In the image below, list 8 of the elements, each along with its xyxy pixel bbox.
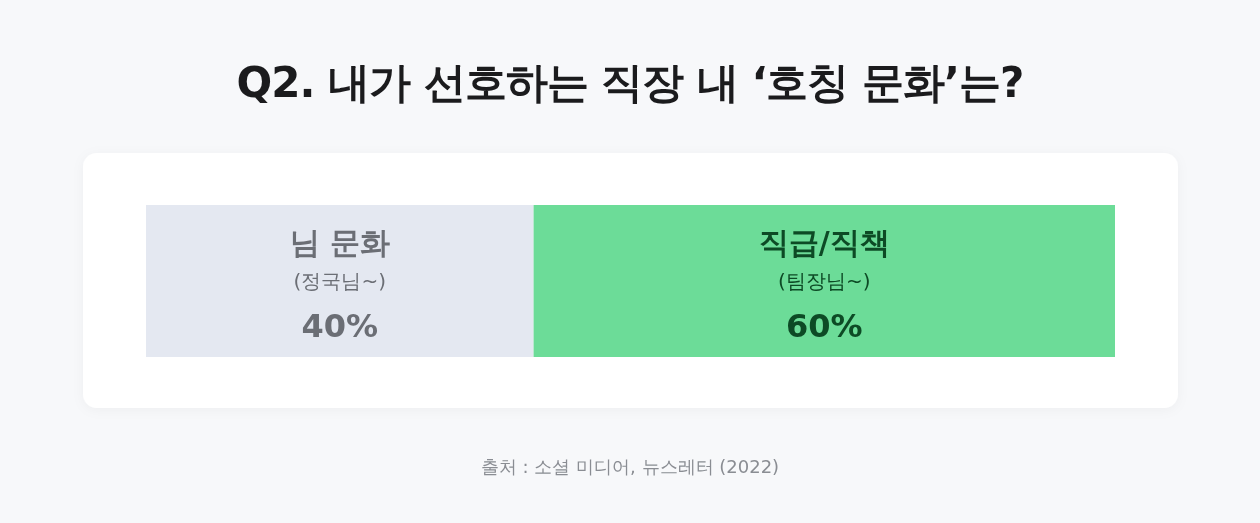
data-label: 40% [301, 307, 379, 345]
annotation: (팀장님~) [778, 269, 871, 293]
series-label: 님 문화 [289, 225, 391, 260]
source-note: 출처 : 소셜 미디어, 뉴스레터 (2022) [480, 456, 780, 477]
series-label: 직급/직책 [758, 225, 890, 260]
chart-title: Q2. 내가 선호하는 직장 내 ‘호칭 문화’는? [236, 58, 1024, 107]
annotation: (정국님~) [293, 269, 386, 293]
data-label: 60% [786, 307, 863, 345]
